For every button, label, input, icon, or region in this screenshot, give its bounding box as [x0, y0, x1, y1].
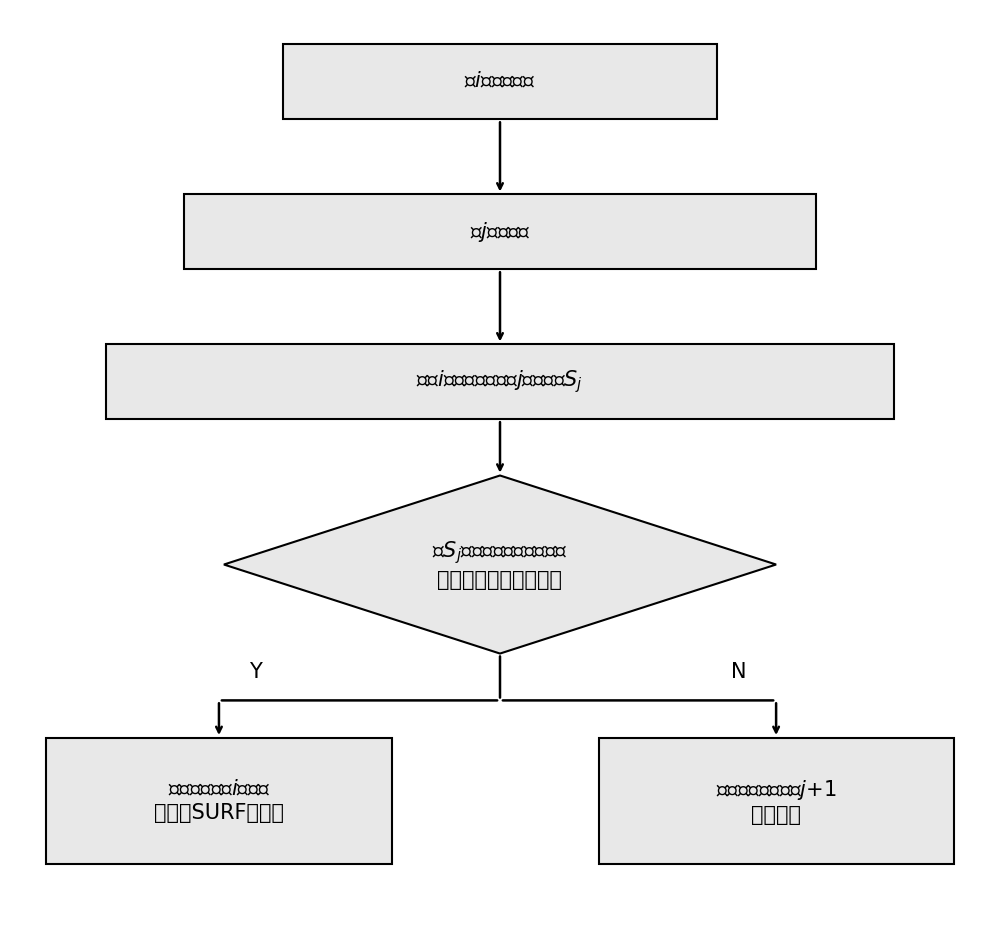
Text: 取第$i$组尺度空间的第$j$个采样点$S_j$: 取第$i$组尺度空间的第$j$个采样点$S_j$ [416, 368, 584, 396]
FancyBboxPatch shape [46, 738, 392, 864]
FancyBboxPatch shape [106, 344, 894, 419]
Text: 否则，重复计算第$j$+1
个采样点: 否则，重复计算第$j$+1 个采样点 [716, 778, 836, 825]
Text: 第$i$组尺度空间: 第$i$组尺度空间 [464, 72, 536, 92]
Text: 确定该点为第$i$组尺度
空间的SURF特征点: 确定该点为第$i$组尺度 空间的SURF特征点 [154, 780, 284, 823]
FancyBboxPatch shape [283, 45, 717, 120]
Text: 若$S_j$是该组尺度空间所有样
本点的最大值或最小值: 若$S_j$是该组尺度空间所有样 本点的最大值或最小值 [432, 539, 568, 590]
Text: N: N [731, 662, 747, 682]
FancyBboxPatch shape [184, 194, 816, 269]
Text: Y: Y [249, 662, 261, 682]
FancyBboxPatch shape [599, 738, 954, 864]
Polygon shape [224, 476, 776, 653]
Text: 第$j$个采样点: 第$j$个采样点 [470, 220, 530, 243]
